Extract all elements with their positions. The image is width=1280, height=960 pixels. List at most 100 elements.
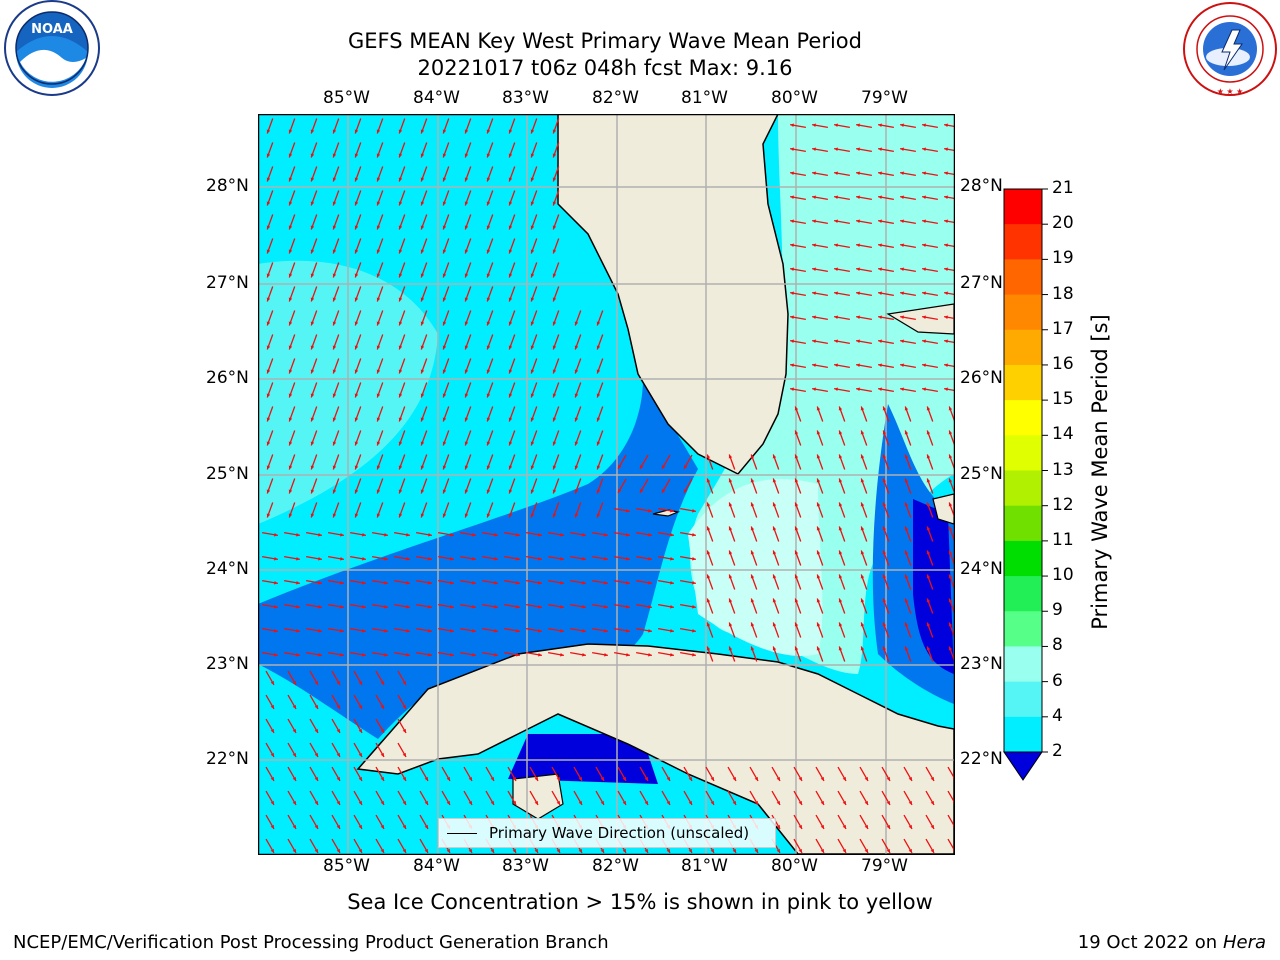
wave-arrow-head xyxy=(442,345,447,350)
wave-arrow-head xyxy=(420,417,425,422)
wave-arrow-head xyxy=(944,195,948,200)
wave-arrow-head xyxy=(376,417,381,422)
wave-arrow-head xyxy=(812,243,816,248)
wave-arrow-head xyxy=(626,556,630,561)
wave-arrow-head xyxy=(516,604,520,609)
wave-arrow-head xyxy=(648,580,652,585)
wave-arrow-head xyxy=(952,801,954,804)
lat-label-left-28n: 28°N xyxy=(206,176,249,196)
wave-arrow-head xyxy=(442,321,447,326)
wave-arrow-head xyxy=(340,628,344,633)
wave-arrow-head xyxy=(380,800,384,805)
lon-label-top-79w: 79°W xyxy=(861,88,908,108)
wave-arrow-head xyxy=(508,465,513,470)
wave-arrow-head xyxy=(486,297,491,302)
wave-arrow-head xyxy=(794,478,799,483)
lat-label-right-25n: 25°N xyxy=(960,464,1003,484)
wave-arrow-head xyxy=(464,417,469,422)
wave-arrow-head xyxy=(626,604,630,609)
wave-arrow-head xyxy=(878,267,882,272)
wave-arrow-head xyxy=(864,824,868,829)
wave-arrow-head xyxy=(508,201,513,206)
wave-arrow-head xyxy=(538,652,542,657)
wave-arrow-head xyxy=(288,273,293,278)
wave-arrow-head xyxy=(922,195,926,200)
wave-arrow-head xyxy=(266,249,271,254)
wave-arrow-head xyxy=(442,513,447,518)
wave-arrow-head xyxy=(266,201,271,206)
wave-arrow-head xyxy=(626,532,630,537)
wave-arrow-head xyxy=(270,800,274,805)
wave-arrow-head xyxy=(398,489,403,494)
wave-arrow-head xyxy=(732,848,736,853)
wave-arrow-head xyxy=(424,824,428,829)
wave-arrow-head xyxy=(904,646,909,651)
wave-arrow-head xyxy=(274,556,278,561)
wave-arrow-head xyxy=(604,628,608,633)
wave-arrow-head xyxy=(596,489,601,494)
wave-arrow-head xyxy=(266,129,271,134)
wave-arrow-head xyxy=(310,297,315,302)
wave-arrow-head xyxy=(692,580,696,585)
wave-arrow-head xyxy=(472,580,476,585)
wave-arrow-head xyxy=(340,556,344,561)
wave-arrow-head xyxy=(336,680,340,685)
wave-arrow-head xyxy=(626,508,630,513)
footer-credit: NCEP/EMC/Verification Post Processing Pr… xyxy=(13,932,609,953)
wave-arrow-head xyxy=(420,297,425,302)
wave-arrow-head xyxy=(622,800,626,805)
wave-arrow-head xyxy=(794,550,799,555)
wave-arrow-head xyxy=(464,129,469,134)
wave-arrow-head xyxy=(486,513,491,518)
wave-arrow-head xyxy=(922,123,926,128)
wave-arrow-head xyxy=(270,680,274,685)
wave-arrow-head xyxy=(908,776,912,781)
wave-arrow-head xyxy=(354,153,359,158)
wave-arrow-head xyxy=(314,680,318,685)
wave-arrow-head xyxy=(926,478,931,483)
wave-arrow-head xyxy=(296,580,300,585)
wave-arrow-head xyxy=(772,502,777,507)
wave-arrow-head xyxy=(856,315,860,320)
wave-arrow-head xyxy=(442,273,447,278)
wave-arrow-head xyxy=(534,800,538,805)
colorbar-tick-label: 16 xyxy=(1052,353,1074,374)
wave-arrow-head xyxy=(318,556,322,561)
wave-arrow-head xyxy=(270,824,274,829)
wave-arrow-head xyxy=(486,441,491,446)
wave-arrow-head xyxy=(398,153,403,158)
wave-arrow-head xyxy=(834,315,838,320)
wave-arrow-head xyxy=(472,556,476,561)
wave-arrow-head xyxy=(376,393,381,398)
wave-arrow-head xyxy=(420,129,425,134)
wave-arrow-head xyxy=(486,465,491,470)
wave-arrow-head xyxy=(710,848,714,853)
wave-arrow-head xyxy=(670,532,674,537)
wave-arrow-head xyxy=(856,171,860,176)
wave-arrow-head xyxy=(860,478,865,483)
wave-arrow-head xyxy=(794,646,799,651)
wave-arrow-head xyxy=(750,550,755,555)
wave-arrow-head xyxy=(486,201,491,206)
wave-arrow-head xyxy=(406,652,410,657)
wave-arrow-head xyxy=(688,776,692,781)
wave-arrow-head xyxy=(340,580,344,585)
map-frame xyxy=(258,114,955,855)
wave-arrow-head xyxy=(340,604,344,609)
wave-arrow-head xyxy=(314,776,318,781)
wave-arrow-head xyxy=(490,800,494,805)
wave-arrow-head xyxy=(354,129,359,134)
wave-arrow-head xyxy=(398,513,403,518)
wave-arrow-head xyxy=(358,680,362,685)
wave-arrow-head xyxy=(420,249,425,254)
wave-arrow-head xyxy=(358,824,362,829)
wave-arrow-head xyxy=(354,321,359,326)
wave-arrow-head xyxy=(574,489,579,494)
wave-arrow-head xyxy=(530,345,535,350)
legend-label: Primary Wave Direction (unscaled) xyxy=(489,824,750,842)
wave-arrow xyxy=(947,766,954,779)
wave-arrow-head xyxy=(948,574,953,579)
wave-arrow-head xyxy=(336,800,340,805)
colorbar-tick-label: 6 xyxy=(1052,670,1063,691)
wave-arrow-head xyxy=(618,464,622,469)
